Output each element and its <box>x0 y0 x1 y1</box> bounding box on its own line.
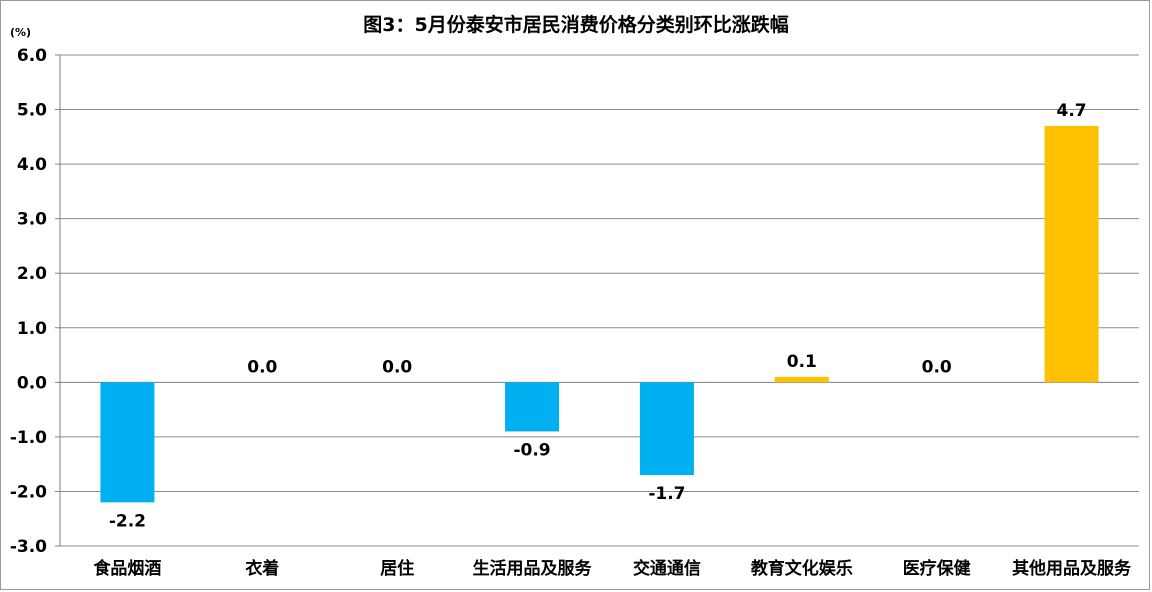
gridlines <box>60 54 1139 547</box>
labels: -2.2 食品烟酒 0.0 衣着 0.0 居住 -0.9 生活用品及服务 -1.7 交通通信 0.1… <box>93 101 1132 579</box>
x-category-label: 食品烟酒 <box>93 558 161 579</box>
x-category-label: 其他用品及服务 <box>1012 558 1132 579</box>
y-tick-label: 5.0 <box>17 101 47 121</box>
y-tick-label: 6.0 <box>17 46 47 66</box>
axes: 6.0 5.0 4.0 3.0 2.0 1.0 0.0 -1.0 -2.0 -3.0 <box>10 46 61 557</box>
x-category-label: 医疗保健 <box>903 558 971 579</box>
y-tick-label: 3.0 <box>17 210 47 230</box>
bar-4 <box>505 382 560 432</box>
y-tick-label: 1.0 <box>17 319 47 339</box>
chart-title: 图3：5月份泰安市居民消费价格分类别环比涨跌幅 <box>363 14 789 36</box>
y-tick-label: 4.0 <box>17 155 47 175</box>
x-category-label: 生活用品及服务 <box>473 558 593 579</box>
y-tick-label: -2.0 <box>10 482 47 502</box>
y-tick-label: -3.0 <box>10 537 47 557</box>
data-label: 0.0 <box>382 357 412 377</box>
data-label: -0.9 <box>513 440 550 460</box>
data-label: 0.0 <box>247 357 277 377</box>
data-label: 0.0 <box>922 357 952 377</box>
bar-5 <box>639 382 694 476</box>
x-category-label: 交通通信 <box>633 558 701 579</box>
y-axis-unit-label: (%) <box>10 26 32 39</box>
bar-6 <box>774 376 829 383</box>
x-category-label: 衣着 <box>245 558 279 579</box>
y-tick-label: 0.0 <box>17 373 47 393</box>
data-label: 4.7 <box>1057 101 1087 121</box>
y-tick-label: 2.0 <box>17 264 47 284</box>
x-category-label: 居住 <box>380 558 414 579</box>
bars <box>100 125 1099 503</box>
bar-1 <box>100 382 155 503</box>
x-category-label: 教育文化娱乐 <box>750 558 853 579</box>
data-label: -1.7 <box>648 484 685 504</box>
data-label: -2.2 <box>109 511 146 531</box>
bar-8 <box>1044 125 1099 383</box>
data-label: 0.1 <box>787 352 817 372</box>
y-tick-label: -1.0 <box>10 428 47 448</box>
